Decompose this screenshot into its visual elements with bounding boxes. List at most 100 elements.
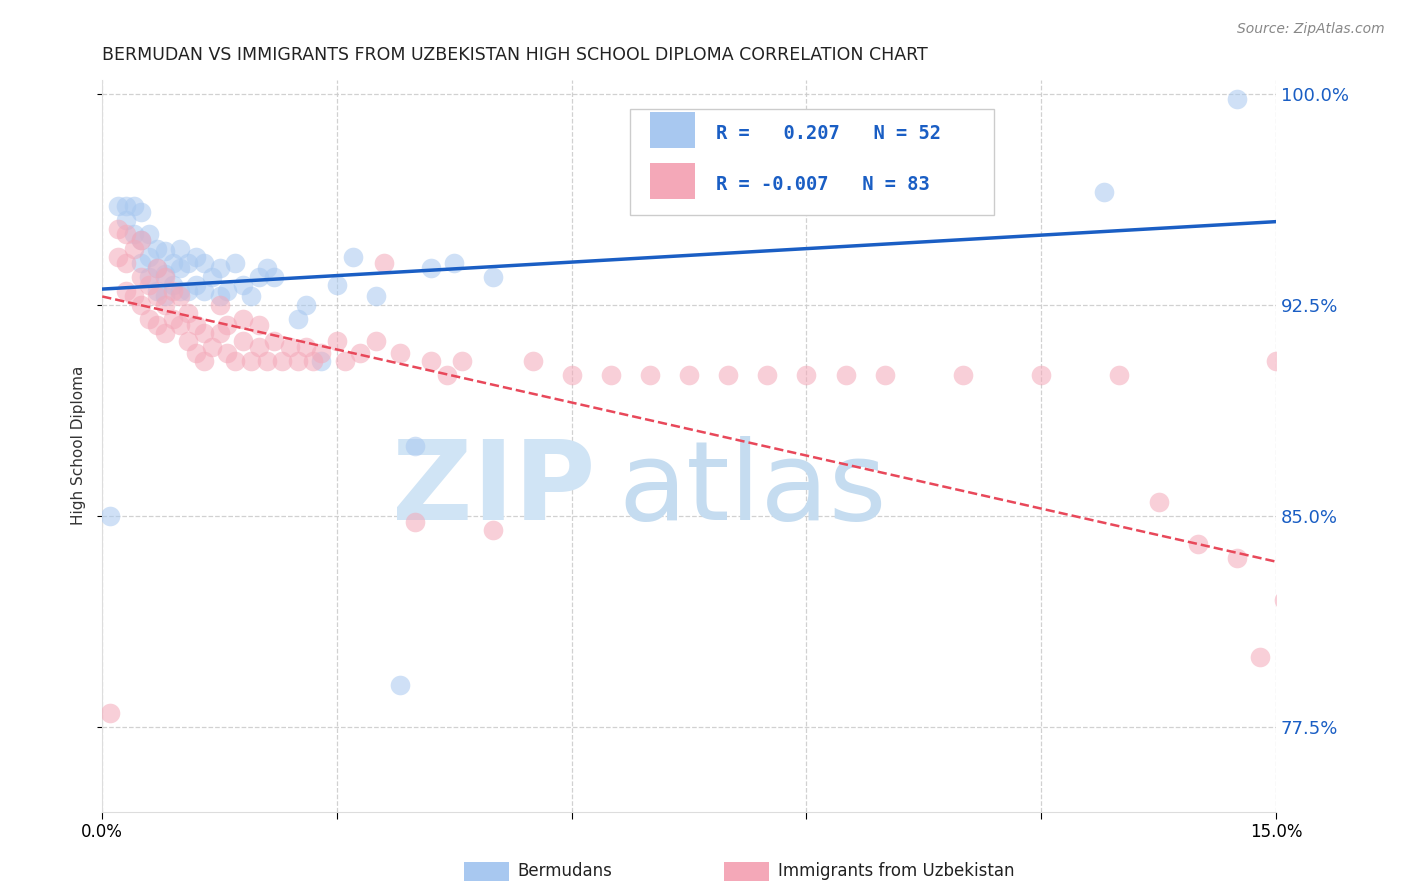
Point <box>201 269 224 284</box>
Y-axis label: High School Diploma: High School Diploma <box>72 366 86 525</box>
Point <box>451 354 474 368</box>
Point <box>326 278 349 293</box>
Point <box>138 227 160 242</box>
Point <box>342 250 364 264</box>
Point <box>1296 776 1319 790</box>
Point <box>146 242 169 256</box>
Point <box>482 269 505 284</box>
Point <box>146 261 169 276</box>
Point <box>208 261 231 276</box>
Point <box>247 269 270 284</box>
Point <box>193 255 215 269</box>
Text: R =   0.207   N = 52: R = 0.207 N = 52 <box>716 124 941 143</box>
Point <box>177 255 200 269</box>
Point <box>1272 593 1295 607</box>
Point <box>208 326 231 340</box>
Point <box>193 284 215 298</box>
Point <box>256 261 278 276</box>
Point <box>1281 607 1303 622</box>
Point <box>522 354 544 368</box>
Point <box>232 334 254 349</box>
Point <box>208 298 231 312</box>
Point <box>599 368 621 383</box>
Point <box>224 354 246 368</box>
Point <box>193 326 215 340</box>
Text: atlas: atlas <box>619 436 887 543</box>
Point <box>1226 551 1249 566</box>
Point <box>217 318 239 332</box>
Point <box>131 205 153 219</box>
Point <box>184 250 207 264</box>
Point <box>333 354 356 368</box>
Point <box>294 298 316 312</box>
Point <box>184 318 207 332</box>
Point <box>271 354 294 368</box>
Point <box>638 368 661 383</box>
Point <box>1303 796 1326 810</box>
Point <box>208 289 231 303</box>
Point <box>193 354 215 368</box>
Point <box>201 340 224 354</box>
Point <box>98 508 121 523</box>
Point <box>247 340 270 354</box>
Point <box>373 255 395 269</box>
Point <box>114 199 136 213</box>
Text: BERMUDAN VS IMMIGRANTS FROM UZBEKISTAN HIGH SCHOOL DIPLOMA CORRELATION CHART: BERMUDAN VS IMMIGRANTS FROM UZBEKISTAN H… <box>103 46 928 64</box>
Point <box>364 289 387 303</box>
Point <box>153 298 176 312</box>
Point <box>404 515 426 529</box>
Point <box>131 233 153 247</box>
Point <box>146 318 169 332</box>
Point <box>1288 706 1310 720</box>
Point <box>184 345 207 359</box>
Point <box>263 269 285 284</box>
Point <box>169 318 191 332</box>
Point <box>146 284 169 298</box>
Point <box>146 289 169 303</box>
Point <box>952 368 974 383</box>
Point <box>146 261 169 276</box>
Bar <box>651 163 695 199</box>
Point <box>131 255 153 269</box>
Point <box>122 242 145 256</box>
Point <box>162 278 184 293</box>
Point <box>1249 649 1271 664</box>
Point <box>162 255 184 269</box>
Point <box>388 678 411 692</box>
Point <box>122 227 145 242</box>
Point <box>482 523 505 537</box>
Point <box>107 199 129 213</box>
Point <box>834 368 856 383</box>
Point <box>561 368 583 383</box>
Point <box>311 345 333 359</box>
Point <box>756 368 779 383</box>
Text: Source: ZipAtlas.com: Source: ZipAtlas.com <box>1237 22 1385 37</box>
Point <box>169 242 191 256</box>
Point <box>153 326 176 340</box>
Point <box>153 267 176 281</box>
Point <box>98 706 121 720</box>
Point <box>796 368 818 383</box>
Point <box>311 354 333 368</box>
Point <box>232 278 254 293</box>
FancyBboxPatch shape <box>630 109 994 215</box>
Point <box>294 340 316 354</box>
Point <box>177 306 200 320</box>
Point <box>873 368 896 383</box>
Bar <box>651 112 695 148</box>
Point <box>177 284 200 298</box>
Point <box>302 354 325 368</box>
Point <box>122 199 145 213</box>
Point <box>278 340 301 354</box>
Point <box>436 368 458 383</box>
Point <box>114 255 136 269</box>
Point <box>138 312 160 326</box>
Point <box>169 289 191 303</box>
Point <box>169 261 191 276</box>
Point <box>388 345 411 359</box>
Point <box>239 354 262 368</box>
Point <box>263 334 285 349</box>
Text: Immigrants from Uzbekistan: Immigrants from Uzbekistan <box>778 863 1014 880</box>
Point <box>364 334 387 349</box>
Point <box>131 233 153 247</box>
